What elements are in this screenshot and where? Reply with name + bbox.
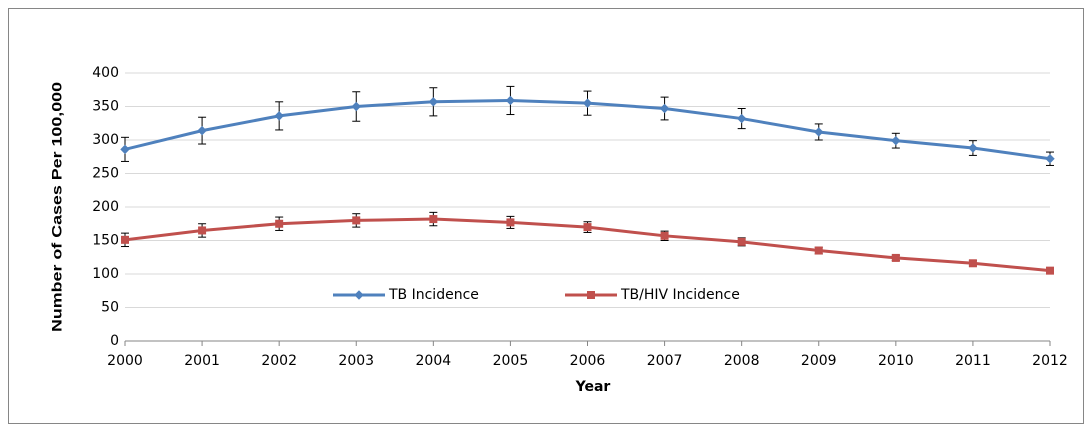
data-point <box>428 97 439 107</box>
data-point <box>968 143 978 153</box>
legend-item: TB Incidence <box>333 287 479 303</box>
y-tick-label: 300 <box>92 132 119 148</box>
data-point <box>506 218 515 227</box>
legend-marker <box>587 291 595 299</box>
x-axis-label: Year <box>575 379 611 395</box>
x-tick-label: 2000 <box>107 353 143 369</box>
x-tick-label: 2007 <box>647 353 683 369</box>
y-axis-label: Number of Cases Per 100,000 <box>49 82 65 332</box>
data-point <box>891 253 900 262</box>
x-tick-label: 2003 <box>338 353 374 369</box>
data-point <box>583 223 592 232</box>
x-tick-label: 2012 <box>1032 353 1068 369</box>
legend-marker <box>354 290 364 300</box>
x-tick-label: 2011 <box>955 353 991 369</box>
y-tick-label: 250 <box>92 166 119 182</box>
data-point <box>1046 266 1054 275</box>
data-point <box>891 135 901 146</box>
data-point <box>275 219 284 228</box>
data-point <box>736 113 747 124</box>
y-tick-label: 150 <box>92 233 119 249</box>
data-point <box>274 111 284 121</box>
y-tick-label: 0 <box>110 333 119 349</box>
data-point <box>1045 154 1055 164</box>
legend-label: TB Incidence <box>388 287 479 303</box>
x-tick-label: 2010 <box>878 353 914 369</box>
y-tick-label: 400 <box>92 65 119 81</box>
y-tick-label: 100 <box>92 266 119 282</box>
y-tick-label: 350 <box>92 99 119 115</box>
data-point <box>198 226 207 235</box>
x-tick-label: 2009 <box>801 353 837 369</box>
data-point <box>814 127 824 137</box>
x-tick-label: 2005 <box>493 353 529 369</box>
data-point <box>582 98 593 108</box>
data-point <box>351 101 361 112</box>
x-tick-label: 2002 <box>261 353 297 369</box>
x-tick-label: 2001 <box>184 353 220 369</box>
y-tick-label: 50 <box>101 300 119 316</box>
data-point <box>429 215 438 224</box>
legend-label: TB/HIV Incidence <box>620 287 740 303</box>
data-point <box>121 235 129 244</box>
chart-frame <box>8 8 1084 424</box>
data-point <box>659 103 670 114</box>
data-point <box>737 237 746 246</box>
y-tick-label: 200 <box>92 199 119 215</box>
x-tick-label: 2008 <box>724 353 760 369</box>
data-point <box>505 95 516 106</box>
data-point <box>968 259 977 268</box>
data-point <box>352 216 361 225</box>
x-tick-label: 2004 <box>416 353 452 369</box>
legend-item: TB/HIV Incidence <box>565 287 740 303</box>
x-tick-label: 2006 <box>570 353 606 369</box>
data-point <box>120 144 130 155</box>
data-point <box>197 125 207 136</box>
data-point <box>660 231 669 240</box>
data-point <box>814 246 823 255</box>
